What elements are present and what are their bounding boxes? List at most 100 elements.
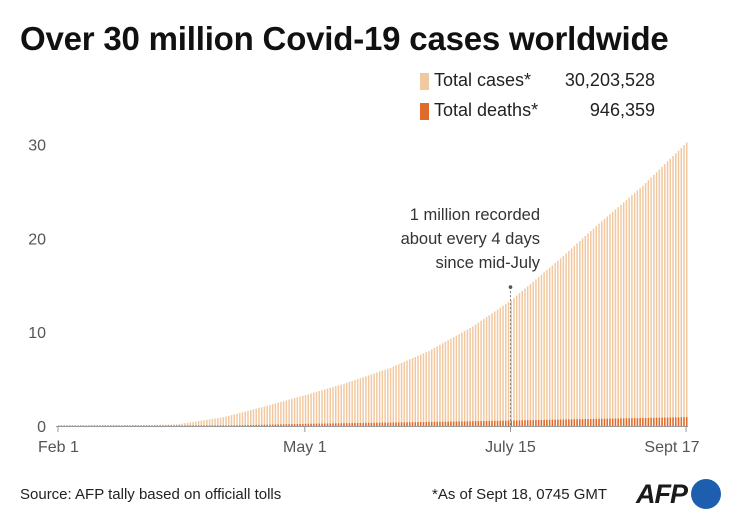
deaths-bar <box>433 421 436 426</box>
deaths-bar <box>474 421 477 426</box>
cases-bar <box>167 424 170 426</box>
legend-swatch <box>420 73 429 90</box>
cases-bar <box>173 424 175 426</box>
deaths-bar <box>485 420 488 426</box>
cases-bar <box>450 338 452 426</box>
deaths-bar <box>373 422 375 426</box>
deaths-bar <box>302 423 304 426</box>
deaths-bar <box>384 422 386 426</box>
deaths-bar <box>71 425 74 426</box>
deaths-bar <box>225 425 227 426</box>
deaths-bar <box>63 425 65 426</box>
cases-bar <box>389 367 392 426</box>
deaths-bar <box>387 422 389 426</box>
cases-bar <box>447 340 449 426</box>
cases-bar <box>598 223 600 426</box>
deaths-bar <box>398 422 400 426</box>
deaths-bar <box>400 422 403 426</box>
cases-bar <box>326 388 329 426</box>
cases-bar <box>425 352 427 426</box>
deaths-bar <box>370 422 373 426</box>
deaths-bar <box>123 425 126 426</box>
deaths-bar <box>280 424 282 426</box>
deaths-bar <box>170 425 172 426</box>
deaths-bar <box>650 417 652 426</box>
deaths-bar <box>145 425 148 426</box>
cases-bar <box>378 371 381 426</box>
cases-bar <box>642 185 644 426</box>
deaths-bar <box>381 422 384 426</box>
deaths-bar <box>617 418 619 426</box>
deaths-bar <box>515 420 518 426</box>
deaths-bar <box>570 419 573 426</box>
cases-bar <box>562 255 565 426</box>
y-axis: 0 10 20 30 <box>28 137 46 436</box>
deaths-bar <box>104 425 107 426</box>
deaths-bar <box>79 425 82 426</box>
cases-bar <box>370 374 373 426</box>
deaths-bar <box>611 418 614 426</box>
cases-bar <box>219 417 222 426</box>
cases-bar <box>436 346 438 426</box>
cases-bar <box>639 188 641 426</box>
deaths-bar <box>436 421 438 426</box>
deaths-bar <box>321 423 323 426</box>
cases-bar <box>184 423 186 426</box>
deaths-bar <box>620 418 622 426</box>
cases-bar <box>518 293 521 426</box>
cases-bar <box>373 373 375 426</box>
cases-bar <box>271 404 274 426</box>
deaths-bar <box>258 424 260 426</box>
cases-bar <box>365 376 367 426</box>
annotation-line: about every 4 days <box>401 230 540 248</box>
deaths-bar <box>101 425 104 426</box>
cases-bar <box>162 424 164 426</box>
deaths-bar <box>129 425 131 426</box>
cases-bar <box>680 147 683 426</box>
deaths-bar <box>633 418 636 426</box>
deaths-bar <box>535 420 537 426</box>
deaths-bar <box>110 425 112 426</box>
cases-bar <box>269 404 271 426</box>
deaths-bar <box>337 423 340 426</box>
deaths-bar <box>359 422 362 426</box>
cases-bar <box>548 267 551 426</box>
afp-logo-dot <box>691 479 721 509</box>
deaths-bar <box>686 417 688 426</box>
deaths-bar <box>164 425 167 426</box>
legend-value: 30,203,528 <box>565 70 655 90</box>
deaths-bar <box>299 423 301 426</box>
deaths-bar <box>121 425 123 426</box>
deaths-bar <box>376 422 378 426</box>
cases-bar <box>592 228 595 426</box>
y-tick-label: 30 <box>28 137 46 154</box>
cases-bar <box>175 424 178 426</box>
deaths-bar <box>414 422 417 426</box>
deaths-bar <box>93 425 96 426</box>
cases-bar <box>230 415 233 426</box>
x-tick-label: May 1 <box>283 439 327 456</box>
deaths-bar <box>324 423 326 426</box>
cases-bar <box>521 290 523 426</box>
deaths-bar <box>247 425 249 426</box>
cases-bar <box>505 303 507 426</box>
deaths-bar <box>546 419 548 426</box>
cases-bar <box>211 418 214 426</box>
cases-bar <box>274 403 277 426</box>
source-note: Source: AFP tally based on officiall tol… <box>20 486 282 503</box>
deaths-bar <box>365 422 367 426</box>
deaths-bar <box>211 425 214 426</box>
deaths-bar <box>90 425 93 426</box>
cases-bar <box>559 258 562 426</box>
cases-bar <box>189 422 192 426</box>
deaths-bar <box>334 423 337 426</box>
deaths-bar <box>266 424 268 426</box>
cases-bar <box>543 272 545 426</box>
deaths-bar <box>606 418 608 426</box>
cases-bar <box>285 400 288 426</box>
deaths-bar <box>683 417 685 426</box>
deaths-bar <box>631 418 633 426</box>
cases-bar <box>683 145 685 426</box>
deaths-bar <box>378 422 381 426</box>
deaths-bar <box>466 421 469 426</box>
